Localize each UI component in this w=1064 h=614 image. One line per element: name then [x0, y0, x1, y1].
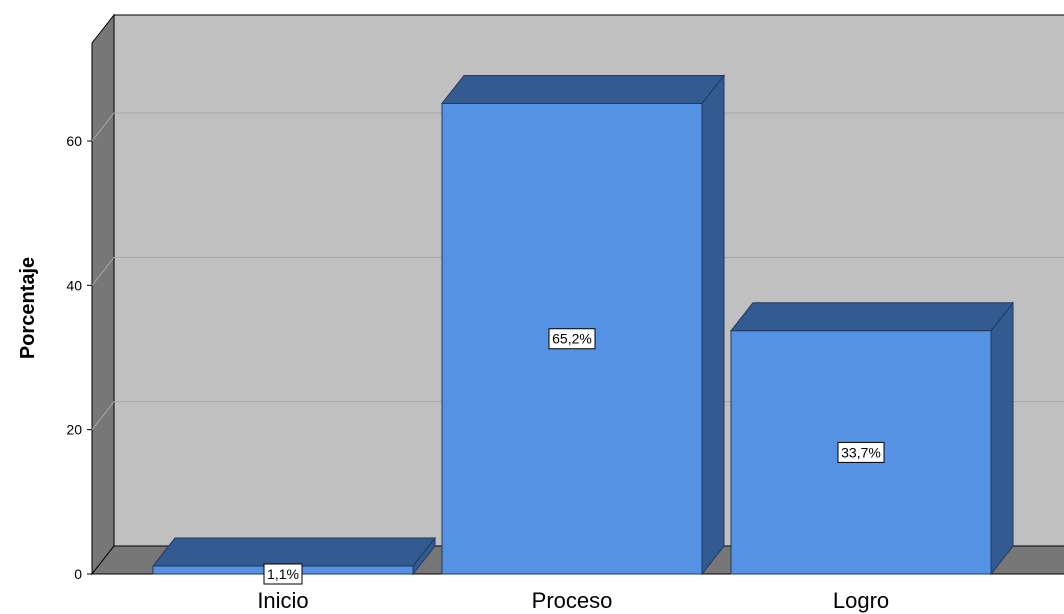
y-tick-label: 40 — [66, 277, 82, 293]
bar-side — [990, 301, 1014, 576]
data-label: 33,7% — [841, 444, 881, 460]
x-axis: Inicio Proceso Logro — [257, 588, 889, 613]
data-label: 1,1% — [267, 566, 299, 582]
data-label-box — [837, 441, 885, 463]
bars: 1,1% 65,2% 33,7% — [151, 74, 1015, 585]
data-label-box — [263, 563, 303, 585]
bar: 1,1% — [151, 536, 437, 585]
y-tick-label: 20 — [66, 422, 82, 438]
y-axis-title: Porcentaje — [17, 257, 39, 359]
y-tick-label: 60 — [66, 133, 82, 149]
gridline — [91, 112, 1064, 142]
side-wall — [91, 13, 115, 576]
bar: 33,7% — [729, 301, 1015, 576]
x-category-label: Logro — [833, 588, 889, 613]
bar: 65,2% — [440, 74, 726, 576]
x-category-label: Proceso — [532, 588, 613, 613]
y-axis: 0 20 40 60 — [66, 133, 92, 582]
bar-top — [151, 537, 437, 567]
gridline — [91, 256, 1064, 286]
bar-top — [729, 302, 1015, 332]
bar-top — [440, 74, 726, 104]
y-tick-label: 0 — [74, 566, 82, 582]
data-label: 65,2% — [552, 331, 592, 347]
bar-side — [701, 74, 725, 576]
x-category-label: Inicio — [257, 588, 308, 613]
data-label-box — [548, 328, 596, 350]
